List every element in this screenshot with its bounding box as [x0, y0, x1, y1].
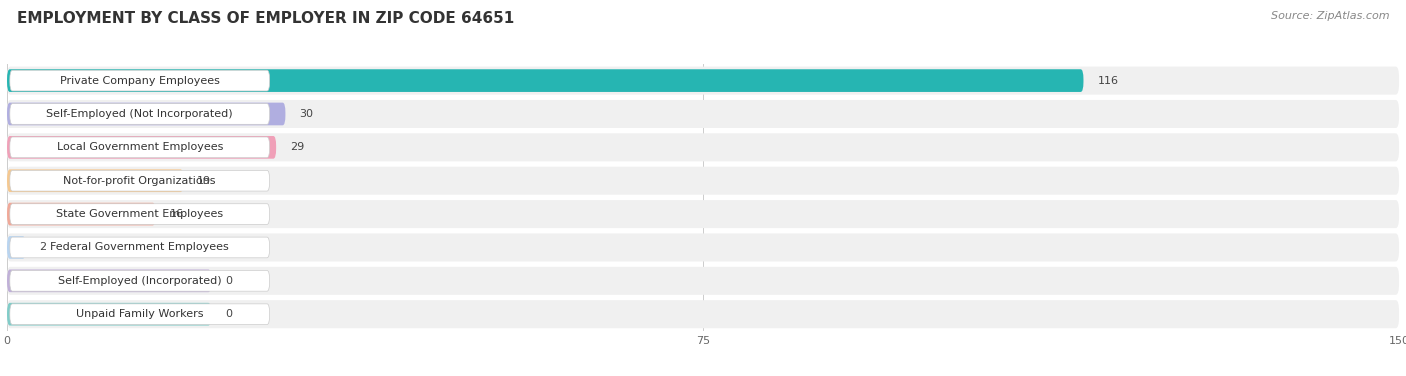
Text: 0: 0 — [225, 309, 232, 319]
FancyBboxPatch shape — [7, 236, 25, 259]
Text: Private Company Employees: Private Company Employees — [60, 76, 219, 86]
Text: 29: 29 — [290, 143, 304, 152]
FancyBboxPatch shape — [7, 267, 1399, 295]
Text: State Government Employees: State Government Employees — [56, 209, 224, 219]
FancyBboxPatch shape — [7, 270, 211, 292]
FancyBboxPatch shape — [7, 69, 1084, 92]
FancyBboxPatch shape — [7, 100, 1399, 128]
FancyBboxPatch shape — [7, 103, 285, 125]
Text: Source: ZipAtlas.com: Source: ZipAtlas.com — [1271, 11, 1389, 21]
FancyBboxPatch shape — [10, 137, 270, 158]
FancyBboxPatch shape — [10, 237, 270, 258]
FancyBboxPatch shape — [10, 204, 270, 224]
FancyBboxPatch shape — [10, 170, 270, 191]
FancyBboxPatch shape — [10, 304, 270, 324]
FancyBboxPatch shape — [7, 233, 1399, 261]
Text: Local Government Employees: Local Government Employees — [56, 143, 224, 152]
FancyBboxPatch shape — [7, 203, 156, 226]
FancyBboxPatch shape — [7, 167, 1399, 195]
FancyBboxPatch shape — [7, 133, 1399, 161]
FancyBboxPatch shape — [7, 136, 276, 159]
FancyBboxPatch shape — [10, 70, 270, 91]
Text: 2: 2 — [39, 243, 46, 252]
Text: Unpaid Family Workers: Unpaid Family Workers — [76, 309, 204, 319]
FancyBboxPatch shape — [7, 303, 211, 326]
Text: Not-for-profit Organizations: Not-for-profit Organizations — [63, 176, 217, 186]
Text: Federal Government Employees: Federal Government Employees — [51, 243, 229, 252]
FancyBboxPatch shape — [7, 200, 1399, 228]
FancyBboxPatch shape — [10, 270, 270, 291]
Text: Self-Employed (Incorporated): Self-Employed (Incorporated) — [58, 276, 222, 286]
Text: 116: 116 — [1098, 76, 1118, 86]
FancyBboxPatch shape — [7, 169, 183, 192]
Text: 19: 19 — [197, 176, 211, 186]
Text: 16: 16 — [170, 209, 183, 219]
Text: 0: 0 — [225, 276, 232, 286]
FancyBboxPatch shape — [10, 104, 270, 124]
Text: 30: 30 — [299, 109, 314, 119]
Text: Self-Employed (Not Incorporated): Self-Employed (Not Incorporated) — [46, 109, 233, 119]
FancyBboxPatch shape — [7, 300, 1399, 328]
FancyBboxPatch shape — [7, 67, 1399, 95]
Text: EMPLOYMENT BY CLASS OF EMPLOYER IN ZIP CODE 64651: EMPLOYMENT BY CLASS OF EMPLOYER IN ZIP C… — [17, 11, 515, 26]
